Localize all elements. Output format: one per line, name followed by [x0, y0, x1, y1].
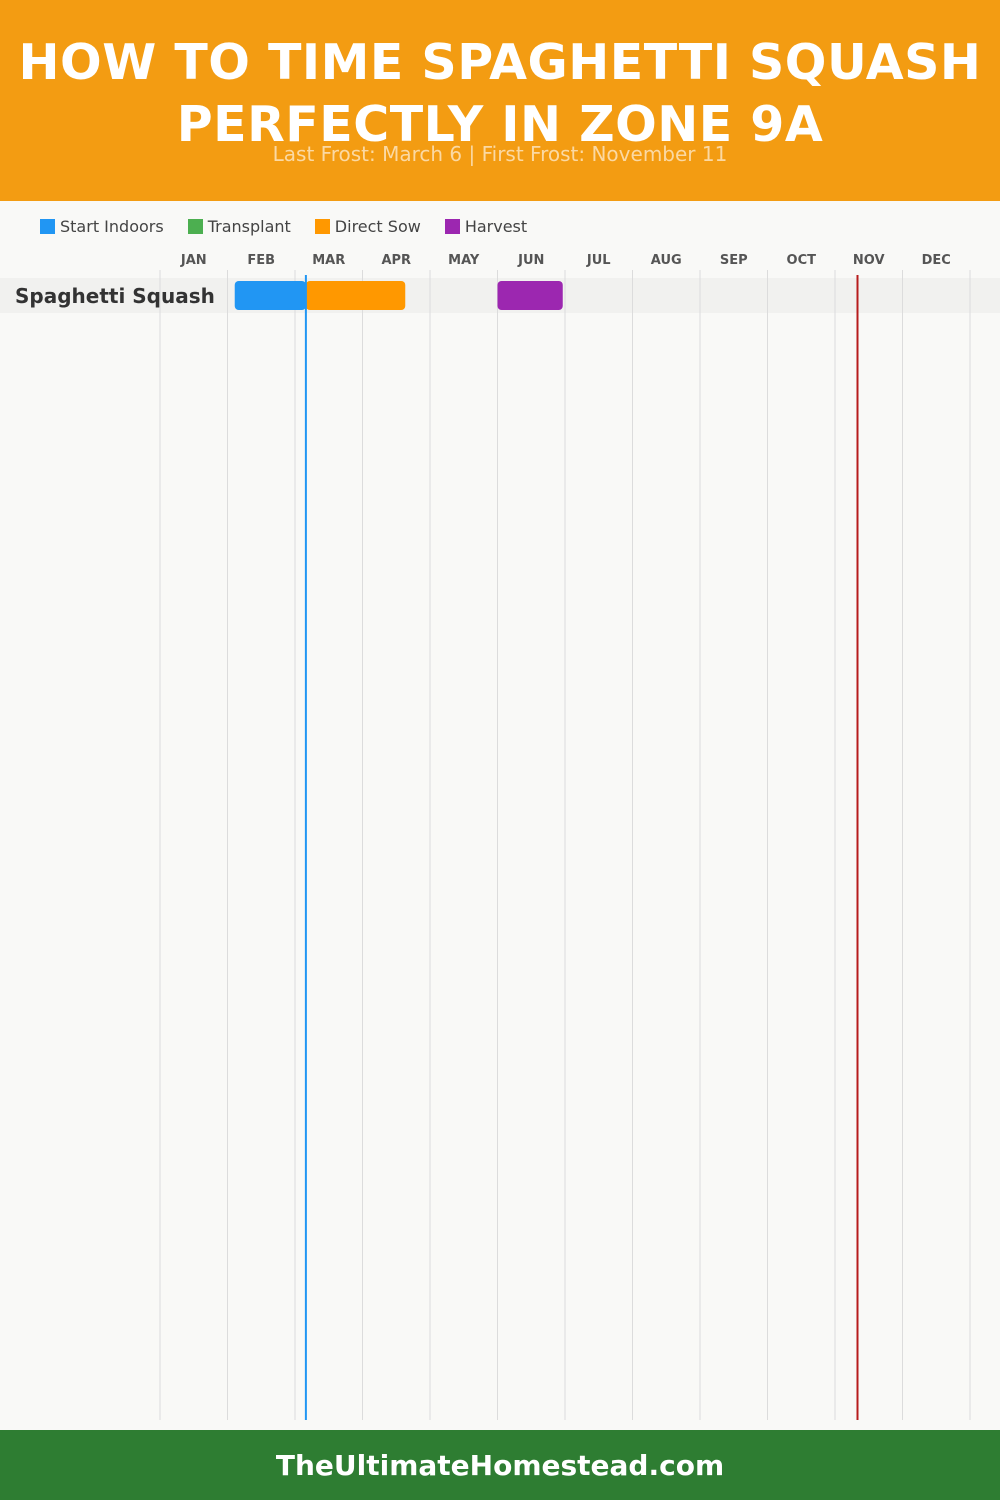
- legend-item: Start Indoors: [40, 217, 164, 236]
- month-label: AUG: [651, 253, 682, 268]
- legend-label: Start Indoors: [60, 216, 164, 236]
- legend-swatch: [314, 218, 330, 234]
- legend-item: Direct Sow: [314, 216, 421, 236]
- planting-timeline-chart: JAN FEB MAR APR MAY JUN JUL AUG SEP OCT NOV DEC Spag…: [0, 253, 1000, 1420]
- phase-bar: [234, 281, 306, 310]
- month-label: JUN: [517, 253, 544, 268]
- frost-dates-subtitle: Last Frost: March 6 | First Frost: Novem…: [272, 142, 728, 166]
- header-banner: HOW TO TIME SPAGHETTI SQUASH PERFECTLY I…: [0, 0, 1000, 201]
- month-label: JUL: [586, 253, 611, 268]
- month-label: NOV: [853, 253, 885, 268]
- legend-item: Transplant: [187, 216, 291, 236]
- legend-swatch: [444, 218, 460, 234]
- month-label: FEB: [247, 253, 275, 268]
- month-label: MAY: [448, 253, 480, 268]
- phase-bar: [497, 281, 563, 310]
- legend: Start Indoors Transplant Direct Sow Harvest: [40, 214, 551, 238]
- row-label: Spaghetti Squash: [15, 284, 215, 308]
- month-label: APR: [381, 253, 411, 268]
- phase-bar: [305, 281, 406, 310]
- legend-label: Direct Sow: [334, 216, 421, 236]
- legend-swatch: [187, 218, 203, 234]
- month-label: DEC: [922, 253, 951, 268]
- legend-label: Harvest: [464, 216, 528, 236]
- month-label: JAN: [180, 253, 207, 268]
- footer-site-link[interactable]: TheUltimateHomestead.com: [275, 1448, 725, 1482]
- page-title: HOW TO TIME SPAGHETTI SQUASH PERFECTLY I…: [18, 34, 982, 153]
- legend-item: Harvest: [444, 216, 528, 236]
- footer-banner: TheUltimateHomestead.com: [0, 1430, 1000, 1500]
- month-label: OCT: [787, 253, 817, 268]
- legend-swatch: [40, 218, 55, 234]
- legend-label: Transplant: [207, 216, 291, 236]
- month-label: MAR: [312, 253, 345, 268]
- month-label: SEP: [720, 253, 748, 268]
